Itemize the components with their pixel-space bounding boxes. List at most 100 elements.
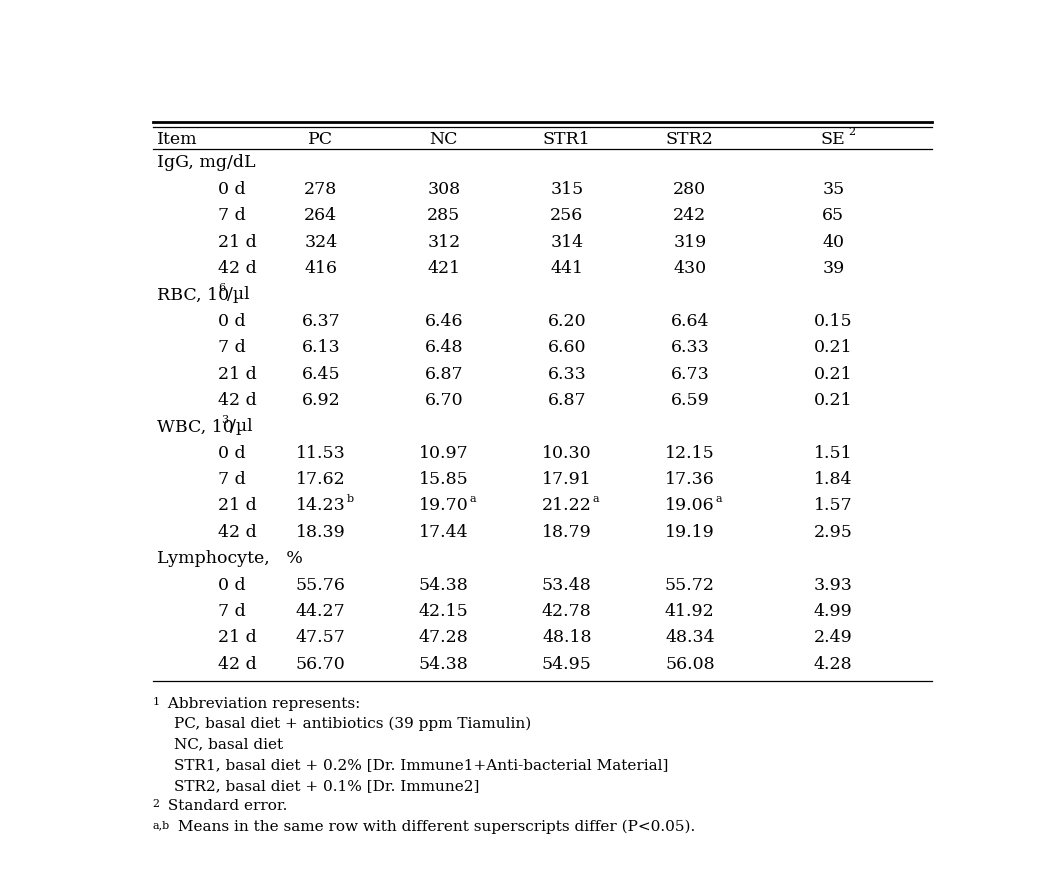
Text: WBC, 10: WBC, 10: [157, 418, 234, 435]
Text: 48.18: 48.18: [542, 629, 591, 646]
Text: Standard error.: Standard error.: [163, 799, 288, 813]
Text: 315: 315: [550, 181, 583, 198]
Text: 6.48: 6.48: [424, 339, 463, 356]
Text: 6.33: 6.33: [547, 366, 586, 383]
Text: 0.21: 0.21: [814, 339, 853, 356]
Text: PC: PC: [308, 131, 333, 148]
Text: 18.39: 18.39: [296, 524, 346, 541]
Text: 42 d: 42 d: [218, 260, 257, 277]
Text: 0.21: 0.21: [814, 366, 853, 383]
Text: 42.78: 42.78: [542, 603, 591, 620]
Text: 21 d: 21 d: [218, 629, 257, 646]
Text: Means in the same row with different superscripts differ (P<0.05).: Means in the same row with different sup…: [174, 820, 695, 834]
Text: 6.92: 6.92: [302, 392, 341, 409]
Text: 42.15: 42.15: [419, 603, 469, 620]
Text: NC: NC: [430, 131, 458, 148]
Text: 278: 278: [305, 181, 338, 198]
Text: 17.44: 17.44: [419, 524, 469, 541]
Text: 441: 441: [550, 260, 583, 277]
Text: STR2, basal diet + 0.1% [Dr. Immune2]: STR2, basal diet + 0.1% [Dr. Immune2]: [175, 779, 479, 793]
Text: Lymphocyte,   %: Lymphocyte, %: [157, 550, 303, 567]
Text: 21.22: 21.22: [542, 498, 591, 514]
Text: 7 d: 7 d: [218, 339, 247, 356]
Text: 242: 242: [673, 207, 707, 224]
Text: 10.97: 10.97: [419, 445, 469, 462]
Text: 42 d: 42 d: [218, 392, 257, 409]
Text: /µl: /µl: [227, 287, 250, 303]
Text: 0 d: 0 d: [218, 181, 245, 198]
Text: 2: 2: [152, 799, 160, 809]
Text: 2.49: 2.49: [814, 629, 853, 646]
Text: 10.30: 10.30: [542, 445, 591, 462]
Text: Item: Item: [157, 131, 198, 148]
Text: STR1, basal diet + 0.2% [Dr. Immune1+Anti-bacterial Material]: STR1, basal diet + 0.2% [Dr. Immune1+Ant…: [175, 758, 669, 773]
Text: NC, basal diet: NC, basal diet: [175, 738, 284, 752]
Text: 0.21: 0.21: [814, 392, 853, 409]
Text: 6.46: 6.46: [424, 312, 463, 330]
Text: 264: 264: [305, 207, 338, 224]
Text: 21 d: 21 d: [218, 366, 257, 383]
Text: 0 d: 0 d: [218, 445, 245, 462]
Text: 14.23: 14.23: [296, 498, 346, 514]
Text: 6: 6: [218, 283, 225, 293]
Text: 3.93: 3.93: [814, 577, 853, 594]
Text: 6.20: 6.20: [547, 312, 586, 330]
Text: 6.59: 6.59: [671, 392, 709, 409]
Text: 55.76: 55.76: [296, 577, 346, 594]
Text: 6.87: 6.87: [547, 392, 586, 409]
Text: 7 d: 7 d: [218, 603, 247, 620]
Text: /µl: /µl: [230, 418, 253, 435]
Text: 4.28: 4.28: [814, 656, 853, 673]
Text: 324: 324: [305, 234, 338, 251]
Text: 11.53: 11.53: [296, 445, 346, 462]
Text: 430: 430: [673, 260, 707, 277]
Text: 17.62: 17.62: [296, 471, 346, 488]
Text: 280: 280: [673, 181, 707, 198]
Text: 42 d: 42 d: [218, 656, 257, 673]
Text: a: a: [470, 494, 476, 504]
Text: 6.73: 6.73: [671, 366, 709, 383]
Text: 40: 40: [822, 234, 844, 251]
Text: 7 d: 7 d: [218, 207, 247, 224]
Text: 15.85: 15.85: [419, 471, 469, 488]
Text: 12.15: 12.15: [664, 445, 715, 462]
Text: 41.92: 41.92: [664, 603, 715, 620]
Text: 19.19: 19.19: [664, 524, 715, 541]
Text: Abbreviation represents:: Abbreviation represents:: [163, 697, 361, 710]
Text: a,b: a,b: [152, 820, 170, 829]
Text: a: a: [715, 494, 722, 504]
Text: RBC, 10: RBC, 10: [157, 287, 229, 303]
Text: 6.33: 6.33: [671, 339, 709, 356]
Text: 17.36: 17.36: [664, 471, 715, 488]
Text: 19.70: 19.70: [419, 498, 469, 514]
Text: 6.87: 6.87: [424, 366, 463, 383]
Text: 44.27: 44.27: [296, 603, 346, 620]
Text: 47.57: 47.57: [296, 629, 346, 646]
Text: 42 d: 42 d: [218, 524, 257, 541]
Text: 54.95: 54.95: [542, 656, 591, 673]
Text: 21 d: 21 d: [218, 234, 257, 251]
Text: 308: 308: [427, 181, 460, 198]
Text: b: b: [346, 494, 353, 504]
Text: 312: 312: [427, 234, 460, 251]
Text: 319: 319: [673, 234, 707, 251]
Text: 54.38: 54.38: [419, 656, 469, 673]
Text: 56.08: 56.08: [665, 656, 714, 673]
Text: 1.51: 1.51: [814, 445, 853, 462]
Text: 0 d: 0 d: [218, 577, 245, 594]
Text: 17.91: 17.91: [542, 471, 591, 488]
Text: 4.99: 4.99: [814, 603, 853, 620]
Text: 285: 285: [427, 207, 460, 224]
Text: SE: SE: [821, 131, 845, 148]
Text: 314: 314: [550, 234, 583, 251]
Text: 65: 65: [822, 207, 844, 224]
Text: 416: 416: [305, 260, 338, 277]
Text: IgG, mg/dL: IgG, mg/dL: [157, 155, 255, 172]
Text: 1.84: 1.84: [814, 471, 853, 488]
Text: 6.13: 6.13: [302, 339, 341, 356]
Text: 6.45: 6.45: [302, 366, 341, 383]
Text: 6.64: 6.64: [671, 312, 709, 330]
Text: a: a: [592, 494, 599, 504]
Text: 1.57: 1.57: [814, 498, 853, 514]
Text: 6.70: 6.70: [424, 392, 463, 409]
